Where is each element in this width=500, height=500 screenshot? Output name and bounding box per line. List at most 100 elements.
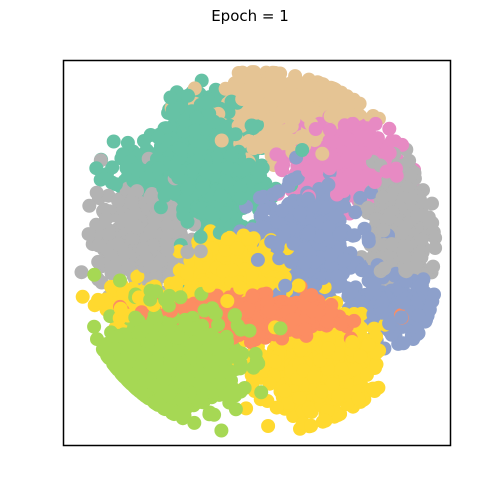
scatter-point-yellow (331, 389, 346, 404)
scatter-point-yellow (348, 362, 363, 377)
scatter-point-blue (344, 284, 359, 299)
scatter-point-tan (243, 74, 258, 89)
scatter-point-pink (322, 133, 337, 148)
scatter-point-pink (334, 173, 349, 188)
scatter-point-blue (337, 199, 352, 214)
scatter-point-gray (101, 227, 116, 242)
scatter-point-teal (105, 160, 120, 175)
scatter-point-teal (233, 180, 248, 195)
scatter-point-blue (353, 190, 368, 205)
scatter-point-tan (305, 103, 320, 118)
scatter-point-yellow (292, 391, 307, 406)
scatter-point-blue (253, 190, 267, 205)
scatter-point-teal (219, 206, 233, 221)
scatter-point-teal (224, 94, 239, 109)
scatter-point-teal (209, 150, 224, 165)
scatter-point-gray (91, 254, 106, 269)
scatter-point-blue (422, 302, 437, 317)
scatter-point-yellow (220, 231, 235, 246)
scatter-point-gray (402, 153, 417, 168)
data-points (74, 65, 443, 438)
scatter-point-pink (276, 157, 291, 172)
scatter-point-tan (225, 83, 240, 98)
scatter-point-teal (181, 88, 195, 103)
scatter-point-blue (284, 254, 298, 269)
scatter-point-yellow (291, 278, 306, 293)
scatter-point-teal (228, 127, 243, 142)
scatter-point-gray (153, 253, 168, 268)
scatter-point-gray (130, 184, 144, 199)
scatter-point-yellow (261, 419, 276, 433)
scatter-point-gray (375, 190, 390, 205)
scatter-point-blue (427, 287, 441, 302)
scatter-point-pink (306, 161, 321, 176)
scatter-point-pink (395, 137, 410, 152)
scatter-point-gray (125, 230, 140, 245)
scatter-point-gray (160, 219, 175, 234)
scatter-point-gray (124, 195, 139, 210)
scatter-point-yellow (116, 285, 131, 300)
scatter-point-yellow (180, 266, 195, 281)
scatter-point-blue (323, 248, 338, 263)
scatter-point-gray (81, 227, 96, 242)
scatter-point-blue (321, 219, 336, 234)
scatter-point-blue (396, 336, 411, 351)
scatter-point-teal (250, 164, 265, 179)
scatter-point-teal (120, 135, 135, 150)
scatter-point-pink (362, 132, 376, 147)
scatter-point-yellow (281, 395, 295, 410)
scatter-point-teal (153, 200, 168, 215)
scatter-point-yellow (169, 275, 184, 290)
chart-title: Epoch = 1 (211, 7, 289, 25)
scatter-point-blue (301, 191, 316, 206)
scatter-point-blue (250, 252, 265, 267)
scatter-point-yellow (230, 241, 245, 256)
scatter-point-gray (111, 193, 126, 208)
scatter-point-pink (382, 146, 397, 161)
scatter-point-yellow (130, 269, 145, 284)
scatter-point-blue (414, 278, 429, 293)
scatter-point-teal (177, 113, 192, 128)
scatter-point-yellow (241, 231, 256, 246)
scatter-point-teal (106, 134, 121, 149)
scatter-point-tan (323, 109, 338, 124)
scatter-point-teal (174, 142, 189, 157)
scatter-point-yellow (334, 362, 349, 377)
scatter-point-gray (82, 198, 97, 213)
scatter-point-teal (165, 108, 180, 123)
scatter-point-yellow (218, 243, 233, 257)
scatter-point-gray (143, 224, 158, 239)
scatter-point-blue (257, 220, 272, 235)
scatter-point-blue (328, 209, 343, 224)
scatter-point-yellow (304, 418, 319, 433)
scatter-point-pink (353, 145, 368, 160)
scatter-point-gray (74, 265, 89, 280)
scatter-point-blue (275, 203, 289, 218)
scatter-point-tan (315, 146, 330, 161)
scatter-point-blue (361, 231, 376, 246)
scatter-point-tan (242, 134, 257, 148)
scatter-point-gray (193, 244, 208, 259)
scatter-point-tan (214, 133, 229, 148)
scatter-point-gray (91, 238, 106, 253)
scatter-point-blue (347, 228, 362, 243)
scatter-point-gray (426, 259, 441, 274)
scatter-point-pink (322, 123, 337, 137)
scatter-point-teal (195, 181, 210, 196)
scatter-point-blue (332, 227, 347, 242)
scatter-point-gray (428, 241, 443, 255)
scatter-point-yellow (91, 292, 105, 307)
scatter-point-gray (89, 185, 104, 200)
scatter-point-yellow (244, 268, 259, 282)
scatter-point-tan (342, 97, 357, 111)
scatter-point-yellow (369, 357, 384, 372)
scatter-point-gray (369, 212, 384, 227)
scatter-point-teal (193, 229, 208, 244)
scatter-point-blue (321, 177, 336, 192)
scatter-point-yellow (239, 401, 254, 416)
scatter-point-yellow (361, 337, 376, 352)
scatter-point-yellow (351, 391, 366, 406)
scatter-point-yellow (277, 383, 292, 398)
scatter-point-blue (256, 203, 271, 218)
